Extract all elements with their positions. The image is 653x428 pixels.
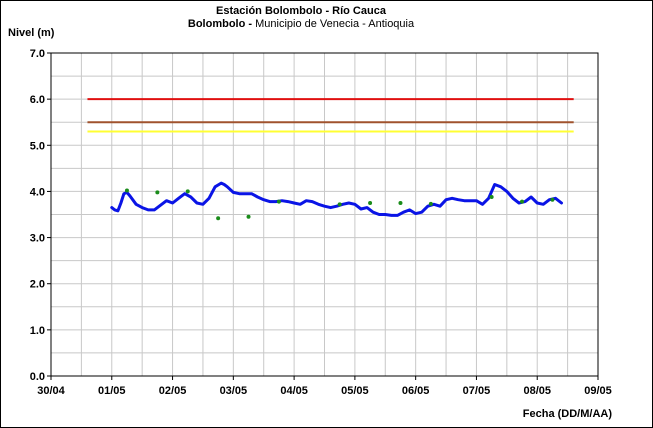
y-tick-label: 0.0 <box>30 371 45 383</box>
y-tick-label: 3.0 <box>30 233 45 245</box>
reading-point <box>185 189 190 194</box>
x-tick-label: 09/05 <box>584 385 612 397</box>
subtitle-rest: Municipio de Venecia - Antioquia <box>255 18 415 30</box>
reading-point <box>337 202 342 207</box>
reading-point <box>428 201 433 206</box>
x-tick-label: 01/05 <box>98 385 126 397</box>
chart-title: Estación Bolombolo - Río Cauca <box>216 5 386 17</box>
y-tick-label: 5.0 <box>30 140 45 152</box>
reading-point <box>155 190 160 195</box>
x-tick-label: 03/05 <box>220 385 248 397</box>
x-tick-label: 04/05 <box>280 385 308 397</box>
level-series-line <box>110 181 563 217</box>
reading-point <box>489 194 494 199</box>
reading-point <box>398 200 403 205</box>
y-tick-label: 2.0 <box>30 279 45 291</box>
y-axis-label: Nivel (m) <box>8 27 55 39</box>
reading-point <box>368 200 373 205</box>
reading-point <box>520 199 525 204</box>
subtitle-bold: Bolombolo - <box>187 18 256 30</box>
x-tick-label: 30/04 <box>37 385 65 397</box>
x-tick-label: 06/05 <box>402 385 430 397</box>
x-tick-label: 05/05 <box>341 385 369 397</box>
x-tick-label: 08/05 <box>523 385 551 397</box>
y-tick-label: 6.0 <box>30 94 45 106</box>
reading-point <box>276 199 281 204</box>
x-axis-label: Fecha (DD/M/AA) <box>522 408 612 420</box>
reading-point <box>124 188 129 193</box>
reading-point <box>550 197 555 202</box>
reading-point <box>216 216 221 221</box>
plot-border <box>50 52 599 377</box>
y-tick-label: 7.0 <box>30 48 45 60</box>
x-tick-label: 07/05 <box>463 385 491 397</box>
x-tick-label: 02/05 <box>159 385 187 397</box>
reading-point <box>246 214 251 219</box>
y-tick-label: 4.0 <box>30 186 45 198</box>
y-tick-label: 1.0 <box>30 325 45 337</box>
chart-subtitle: Bolombolo - Municipio de Venecia - Antio… <box>61 18 541 30</box>
